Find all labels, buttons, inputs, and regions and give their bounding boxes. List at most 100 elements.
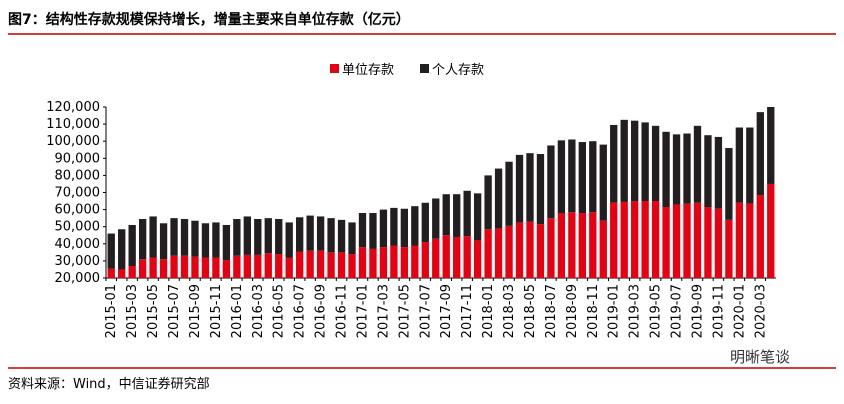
bar-segment bbox=[557, 140, 566, 214]
y-tick-label: 30,000 bbox=[55, 254, 101, 269]
bar-segment bbox=[473, 193, 482, 241]
bar-segment bbox=[159, 259, 168, 278]
x-tick-label: 2020-01 bbox=[732, 284, 747, 338]
bar-segment bbox=[620, 119, 628, 202]
bar-segment bbox=[578, 213, 586, 278]
x-tick-label: 2015-07 bbox=[167, 284, 182, 338]
bar-segment bbox=[505, 161, 513, 226]
bar-segment bbox=[128, 224, 136, 267]
bar-segment bbox=[557, 213, 566, 278]
bar-segment bbox=[641, 201, 649, 278]
bar-segment bbox=[306, 250, 314, 278]
bar-segment bbox=[390, 245, 398, 278]
x-tick-label: 2019-07 bbox=[670, 284, 685, 338]
bar-segment bbox=[212, 257, 220, 278]
x-tick-label: 2015-03 bbox=[125, 284, 140, 338]
x-tick-label: 2017-03 bbox=[376, 284, 391, 338]
x-tick-label: 2018-01 bbox=[481, 284, 496, 338]
bar-segment bbox=[463, 236, 471, 278]
bar-segment bbox=[693, 202, 702, 278]
bar-segment bbox=[316, 250, 325, 278]
x-tick-label: 2016-03 bbox=[251, 284, 266, 338]
bar-segment bbox=[285, 222, 293, 258]
bar-segment bbox=[201, 257, 210, 278]
bar-segment bbox=[379, 209, 388, 248]
x-tick-label: 2019-09 bbox=[690, 284, 705, 338]
y-tick-label: 90,000 bbox=[55, 151, 101, 166]
bar-segment bbox=[421, 202, 429, 243]
bar-segment bbox=[725, 219, 733, 278]
bar-segment bbox=[107, 233, 115, 269]
bar-segment bbox=[473, 240, 482, 278]
bar-segment bbox=[411, 206, 419, 246]
bar-segment bbox=[348, 222, 356, 255]
bar-segment bbox=[390, 207, 398, 246]
x-tick-label: 2015-09 bbox=[188, 284, 203, 338]
bar-segment bbox=[453, 194, 461, 237]
bar-segment bbox=[767, 183, 775, 278]
bar-segment bbox=[442, 194, 450, 236]
bar-segment bbox=[306, 215, 314, 251]
bar-segment bbox=[233, 219, 241, 256]
x-tick-label: 2016-05 bbox=[272, 284, 287, 338]
bar-segment bbox=[337, 252, 346, 278]
x-tick-label: 2017-09 bbox=[439, 284, 454, 338]
bar-segment bbox=[631, 201, 639, 278]
bar-segment bbox=[746, 203, 754, 278]
bar-segment bbox=[578, 142, 586, 214]
bar-segment bbox=[704, 207, 712, 278]
bar-segment bbox=[662, 131, 670, 208]
x-tick-label: 2018-11 bbox=[586, 284, 601, 338]
bar-segment bbox=[327, 218, 335, 253]
bar-segment bbox=[400, 247, 409, 278]
y-tick-label: 70,000 bbox=[55, 186, 101, 201]
x-tick-label: 2016-01 bbox=[230, 284, 245, 338]
bar-segment bbox=[735, 127, 744, 203]
y-tick-label: 100,000 bbox=[46, 134, 100, 149]
bar-segment bbox=[599, 144, 607, 221]
bar-segment bbox=[170, 218, 178, 256]
bar-segment bbox=[568, 139, 576, 213]
bar-segment bbox=[683, 133, 691, 204]
source: 资料来源：Wind，中信证券研究部 bbox=[8, 376, 210, 392]
bar-segment bbox=[589, 212, 597, 278]
bar-segment bbox=[547, 145, 555, 219]
bar-segment bbox=[484, 175, 492, 230]
bar-segment bbox=[714, 136, 723, 209]
bar-segment bbox=[494, 228, 503, 278]
bar-segment bbox=[672, 134, 681, 205]
bar-segment bbox=[756, 112, 764, 196]
bar-segment bbox=[515, 222, 524, 278]
bar-segment bbox=[735, 202, 744, 278]
bar-segment bbox=[494, 168, 503, 229]
x-tick-label: 2020-03 bbox=[753, 284, 768, 338]
legend-swatch bbox=[330, 64, 339, 73]
bar-segment bbox=[725, 148, 733, 220]
bar-segment bbox=[128, 266, 136, 278]
bar-segment bbox=[631, 120, 639, 202]
bar-segment bbox=[180, 219, 189, 256]
x-tick-label: 2017-01 bbox=[355, 284, 370, 338]
bar-segment bbox=[453, 236, 461, 278]
bar-segment bbox=[767, 107, 775, 184]
bar-segment bbox=[421, 242, 429, 278]
bar-segment bbox=[316, 216, 325, 251]
bar-segment bbox=[243, 216, 251, 255]
x-tick-label: 2018-09 bbox=[565, 284, 580, 338]
bar-segment bbox=[683, 203, 691, 278]
bar-segment bbox=[662, 207, 670, 278]
legend-swatch bbox=[420, 64, 429, 73]
x-tick-label: 2017-07 bbox=[418, 284, 433, 338]
bar-segment bbox=[180, 255, 189, 278]
x-tick-label: 2016-07 bbox=[293, 284, 308, 338]
bar-segment bbox=[327, 252, 335, 278]
y-tick-label: 120,000 bbox=[46, 100, 100, 115]
bar-segment bbox=[233, 255, 241, 278]
bar-segment bbox=[275, 254, 283, 278]
y-tick-label: 40,000 bbox=[55, 237, 101, 252]
bar-segment bbox=[379, 247, 388, 278]
chart-title: 图7：结构性存款规模保持增长，增量主要来自单位存款（亿元） bbox=[8, 11, 410, 28]
bar-segment bbox=[118, 269, 126, 278]
bar-segment bbox=[201, 223, 210, 258]
bar-segment bbox=[149, 257, 157, 278]
